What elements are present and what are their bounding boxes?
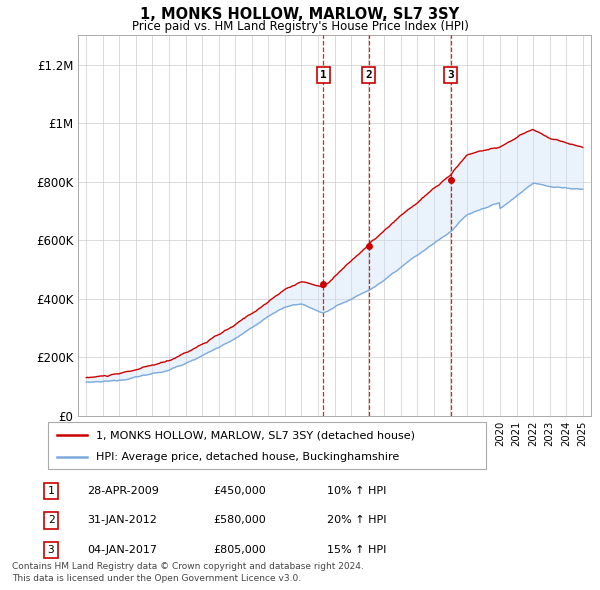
Text: 28-APR-2009: 28-APR-2009 (87, 486, 159, 496)
Text: 1: 1 (320, 70, 326, 80)
Text: 2: 2 (365, 70, 372, 80)
Text: Price paid vs. HM Land Registry's House Price Index (HPI): Price paid vs. HM Land Registry's House … (131, 20, 469, 33)
Text: £805,000: £805,000 (213, 545, 266, 555)
Text: 3: 3 (47, 545, 55, 555)
Text: 31-JAN-2012: 31-JAN-2012 (87, 516, 157, 525)
Text: 04-JAN-2017: 04-JAN-2017 (87, 545, 157, 555)
Text: This data is licensed under the Open Government Licence v3.0.: This data is licensed under the Open Gov… (12, 574, 301, 583)
Text: 20% ↑ HPI: 20% ↑ HPI (327, 516, 386, 525)
Text: 1, MONKS HOLLOW, MARLOW, SL7 3SY (detached house): 1, MONKS HOLLOW, MARLOW, SL7 3SY (detach… (96, 430, 415, 440)
Text: 10% ↑ HPI: 10% ↑ HPI (327, 486, 386, 496)
Text: 1: 1 (47, 486, 55, 496)
Text: 3: 3 (447, 70, 454, 80)
Text: £450,000: £450,000 (213, 486, 266, 496)
Text: HPI: Average price, detached house, Buckinghamshire: HPI: Average price, detached house, Buck… (96, 453, 400, 462)
Text: 2: 2 (47, 516, 55, 525)
Text: Contains HM Land Registry data © Crown copyright and database right 2024.: Contains HM Land Registry data © Crown c… (12, 562, 364, 571)
Text: £580,000: £580,000 (213, 516, 266, 525)
Text: 1, MONKS HOLLOW, MARLOW, SL7 3SY: 1, MONKS HOLLOW, MARLOW, SL7 3SY (140, 7, 460, 22)
Text: 15% ↑ HPI: 15% ↑ HPI (327, 545, 386, 555)
FancyBboxPatch shape (48, 422, 486, 469)
